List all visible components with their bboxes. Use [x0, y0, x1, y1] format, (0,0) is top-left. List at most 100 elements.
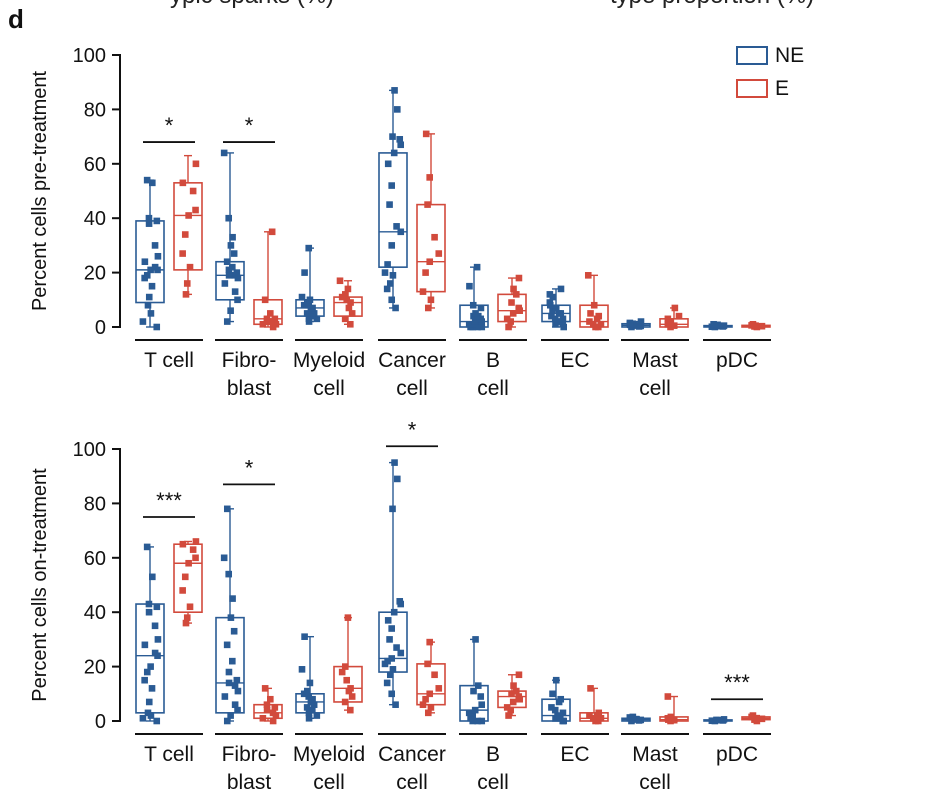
data-point	[143, 668, 151, 676]
data-point	[388, 690, 396, 698]
data-point	[186, 263, 194, 271]
box-iqr	[378, 152, 408, 268]
data-point	[664, 693, 672, 700]
legend-swatch	[736, 46, 768, 65]
data-point	[145, 698, 153, 706]
box-ne-0	[135, 176, 165, 331]
data-point	[233, 676, 241, 684]
box-e-2	[333, 277, 363, 328]
box-ne-1	[215, 149, 245, 325]
box-e-0	[173, 538, 203, 627]
x-tick-label: Mast	[632, 743, 678, 766]
data-point	[147, 310, 155, 317]
data-point	[381, 269, 389, 276]
data-point	[221, 693, 229, 700]
data-point	[383, 285, 391, 293]
data-point	[230, 250, 238, 257]
x-tick-label: pDC	[716, 349, 758, 372]
data-point	[154, 252, 162, 260]
data-point	[419, 701, 427, 708]
legend-label: E	[775, 77, 789, 100]
data-point	[546, 291, 554, 298]
data-point	[143, 543, 151, 551]
data-point	[347, 299, 354, 306]
data-point	[179, 587, 186, 594]
data-point	[341, 698, 349, 706]
data-point	[419, 288, 427, 295]
data-point	[667, 713, 675, 721]
data-point	[389, 666, 397, 673]
data-point	[271, 704, 279, 711]
data-point	[392, 701, 399, 708]
data-point	[384, 657, 391, 665]
data-point	[305, 244, 313, 252]
data-point	[551, 315, 559, 323]
x-tick-label: EC	[560, 349, 589, 372]
data-point	[151, 622, 159, 630]
data-point	[179, 250, 186, 257]
box-ne-4	[459, 263, 489, 331]
x-tick-label: cell	[477, 771, 509, 794]
data-point	[225, 668, 233, 676]
x-tick-label: Mast	[632, 349, 678, 372]
data-point	[469, 301, 477, 309]
box-ne-4	[459, 636, 489, 725]
x-tick-label: T cell	[144, 349, 194, 372]
data-point	[505, 323, 512, 331]
data-point	[515, 274, 523, 282]
x-tick-label: Fibro-	[222, 349, 277, 372]
data-point	[515, 693, 523, 700]
data-point	[637, 322, 645, 330]
x-tick-label: blast	[227, 771, 272, 794]
box-e-4	[497, 671, 527, 719]
data-point	[336, 277, 344, 285]
data-point	[474, 323, 481, 331]
data-point	[469, 712, 476, 719]
data-point	[422, 130, 430, 138]
data-point	[223, 505, 231, 513]
data-point	[473, 263, 481, 271]
data-point	[664, 315, 672, 323]
data-point	[670, 322, 678, 329]
data-point	[389, 272, 397, 279]
data-point	[749, 320, 757, 328]
data-point	[587, 310, 594, 317]
y-tick-label: 40	[84, 602, 106, 624]
data-point	[515, 671, 523, 679]
data-point	[139, 318, 147, 325]
data-point	[554, 712, 561, 719]
data-point	[305, 714, 313, 722]
data-point	[151, 649, 159, 657]
x-tick-label: cell	[639, 377, 671, 400]
box-iqr	[215, 616, 245, 714]
data-point	[179, 540, 187, 548]
data-point	[632, 715, 640, 723]
data-point	[183, 614, 191, 621]
data-point	[426, 638, 433, 646]
data-point	[306, 679, 314, 687]
data-point	[225, 272, 233, 279]
data-point	[671, 304, 679, 312]
data-point	[229, 595, 236, 602]
data-point	[392, 304, 399, 312]
x-tick-label: T cell	[144, 743, 194, 766]
data-point	[181, 231, 189, 238]
box-iqr	[416, 663, 446, 706]
data-point	[227, 307, 234, 314]
significance-label: *	[245, 113, 254, 138]
data-point	[306, 296, 314, 304]
data-point	[758, 715, 766, 723]
data-point	[749, 712, 757, 719]
cropped-header-left: ypic sparks (%)	[170, 0, 334, 8]
data-point	[435, 685, 443, 692]
data-point	[470, 687, 477, 695]
cropped-header: ypic sparks (%) type proportion (%)	[0, 0, 938, 8]
box-ne-0	[135, 543, 165, 725]
significance-label: ***	[724, 670, 750, 695]
x-tick-label: cell	[313, 771, 345, 794]
data-point	[139, 714, 147, 722]
data-point	[179, 179, 187, 187]
data-point	[384, 617, 392, 624]
data-point	[587, 685, 594, 692]
data-point	[393, 644, 400, 651]
